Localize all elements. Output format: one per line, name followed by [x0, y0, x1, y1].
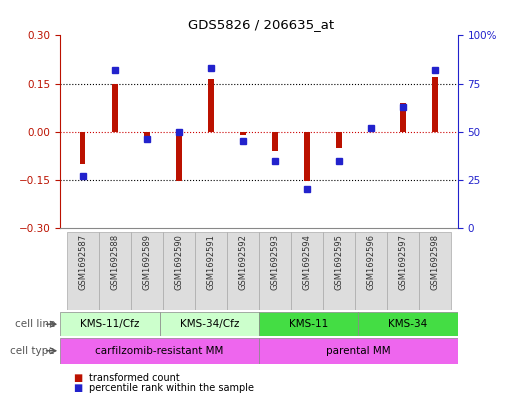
Bar: [368, 129, 374, 132]
Bar: [112, 83, 118, 132]
FancyBboxPatch shape: [291, 232, 323, 310]
Text: ■: ■: [73, 373, 83, 383]
FancyBboxPatch shape: [355, 232, 387, 310]
Text: GSM1692589: GSM1692589: [142, 234, 151, 290]
Text: carfilzomib-resistant MM: carfilzomib-resistant MM: [95, 346, 224, 356]
FancyBboxPatch shape: [323, 232, 355, 310]
Bar: [176, 132, 181, 182]
FancyBboxPatch shape: [387, 232, 419, 310]
Bar: [79, 132, 85, 164]
Text: transformed count: transformed count: [89, 373, 180, 383]
Text: ■: ■: [73, 383, 83, 393]
Text: GSM1692596: GSM1692596: [367, 234, 376, 290]
FancyBboxPatch shape: [358, 312, 458, 336]
Text: percentile rank within the sample: percentile rank within the sample: [89, 383, 254, 393]
FancyBboxPatch shape: [419, 232, 451, 310]
Text: cell line: cell line: [15, 319, 55, 329]
Text: GSM1692592: GSM1692592: [238, 234, 247, 290]
FancyBboxPatch shape: [259, 338, 458, 364]
Text: KMS-11: KMS-11: [289, 319, 328, 329]
Bar: [208, 79, 214, 132]
Text: cell type: cell type: [10, 346, 55, 356]
FancyBboxPatch shape: [259, 232, 291, 310]
Bar: [240, 132, 246, 135]
Text: GSM1692590: GSM1692590: [174, 234, 183, 290]
Bar: [400, 103, 406, 132]
Bar: [272, 132, 278, 151]
Text: KMS-11/Cfz: KMS-11/Cfz: [80, 319, 140, 329]
FancyBboxPatch shape: [227, 232, 259, 310]
Text: GSM1692591: GSM1692591: [206, 234, 215, 290]
Text: GSM1692593: GSM1692593: [270, 234, 279, 290]
Text: GSM1692587: GSM1692587: [78, 234, 87, 290]
FancyBboxPatch shape: [163, 232, 195, 310]
Text: GSM1692597: GSM1692597: [399, 234, 407, 290]
Bar: [433, 77, 438, 132]
Bar: [336, 132, 342, 148]
Text: KMS-34: KMS-34: [388, 319, 428, 329]
FancyBboxPatch shape: [195, 232, 227, 310]
FancyBboxPatch shape: [60, 312, 160, 336]
FancyBboxPatch shape: [160, 312, 259, 336]
Text: KMS-34/Cfz: KMS-34/Cfz: [179, 319, 239, 329]
Text: GSM1692598: GSM1692598: [430, 234, 440, 290]
FancyBboxPatch shape: [60, 338, 259, 364]
FancyBboxPatch shape: [66, 232, 99, 310]
Text: GDS5826 / 206635_at: GDS5826 / 206635_at: [188, 18, 335, 31]
FancyBboxPatch shape: [131, 232, 163, 310]
FancyBboxPatch shape: [99, 232, 131, 310]
Text: parental MM: parental MM: [326, 346, 391, 356]
Text: GSM1692595: GSM1692595: [335, 234, 344, 290]
Text: GSM1692588: GSM1692588: [110, 234, 119, 290]
Text: GSM1692594: GSM1692594: [302, 234, 312, 290]
Bar: [144, 132, 150, 138]
Bar: [304, 132, 310, 182]
FancyBboxPatch shape: [259, 312, 358, 336]
